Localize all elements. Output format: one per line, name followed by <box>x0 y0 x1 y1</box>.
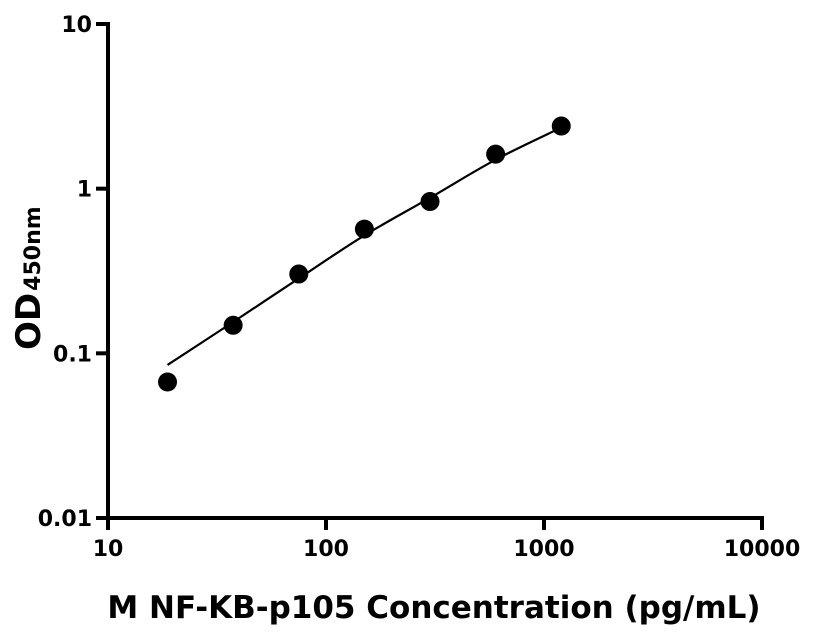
x-tick-label: 10000 <box>724 537 801 562</box>
x-tick-label: 100 <box>303 537 349 562</box>
data-point <box>289 264 309 284</box>
y-axis-label-group: OD450nm <box>9 206 49 350</box>
y-tick-label: 10 <box>61 13 92 38</box>
y-axis-ticks: 0.01 0.1 1 10 <box>38 13 108 532</box>
y-tick-label: 0.01 <box>38 507 92 532</box>
x-axis-ticks: 10 100 1000 10000 <box>93 518 801 562</box>
y-tick-label: 1 <box>77 178 92 203</box>
x-axis-label: M NF-KB-p105 Concentration (pg/mL) <box>107 590 760 626</box>
data-point <box>486 144 506 164</box>
y-axis-label: OD450nm <box>9 206 49 350</box>
data-point <box>551 116 571 136</box>
y-axis-label-subscript: 450nm <box>21 206 46 291</box>
y-axis-label-main: OD <box>9 293 49 350</box>
data-point <box>354 219 374 239</box>
data-point <box>223 315 243 335</box>
data-point <box>158 372 178 392</box>
axes <box>106 22 764 520</box>
y-tick-label: 0.1 <box>53 342 92 367</box>
x-tick-label: 10 <box>93 537 124 562</box>
data-point <box>420 192 440 212</box>
data-points-layer <box>158 116 571 392</box>
x-tick-label: 1000 <box>513 537 574 562</box>
